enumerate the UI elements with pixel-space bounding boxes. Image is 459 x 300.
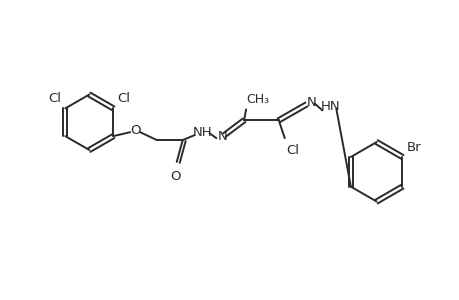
Text: O: O	[170, 170, 180, 183]
Text: Cl: Cl	[48, 92, 61, 105]
Text: Cl: Cl	[286, 144, 299, 157]
Text: Br: Br	[405, 141, 420, 154]
Text: HN: HN	[320, 100, 339, 113]
Text: CH₃: CH₃	[246, 93, 269, 106]
Text: N: N	[306, 96, 316, 109]
Text: O: O	[129, 124, 140, 137]
Text: NH: NH	[192, 126, 212, 139]
Text: Cl: Cl	[117, 92, 130, 105]
Text: N: N	[217, 130, 227, 142]
